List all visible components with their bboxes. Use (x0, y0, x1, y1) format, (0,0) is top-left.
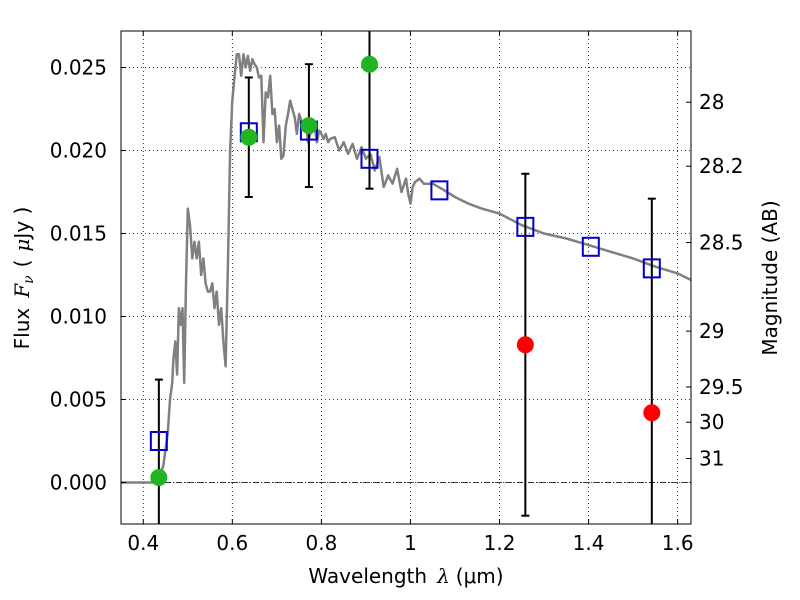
model-box-marker (516, 216, 535, 237)
model-photometry-boxes (149, 120, 661, 452)
grid (121, 31, 691, 524)
x-tick-label: 0.6 (216, 531, 248, 555)
x-axis-label: Wavelength λ (μm) (308, 564, 503, 588)
plot-background (121, 31, 691, 524)
detection-point (240, 128, 258, 146)
x-tick-label: 1.4 (573, 531, 605, 555)
sed-model-line (121, 52, 691, 484)
model-box-marker (581, 236, 600, 257)
y-tick-label: 0.000 (50, 471, 107, 495)
model-box-marker (360, 148, 379, 169)
y-tick-label: 0.015 (50, 222, 107, 246)
x-tick-label: 1.2 (484, 531, 516, 555)
x-tick-label: 1.6 (662, 531, 694, 555)
plot-area (121, 31, 691, 524)
observed-points (150, 55, 661, 487)
model-box-marker (149, 431, 168, 452)
x-tick-label: 0.4 (127, 531, 159, 555)
right-tick-label: 30 (699, 410, 724, 434)
y-tick-label: 0.020 (50, 139, 107, 163)
x-tick-label: 1 (404, 531, 417, 555)
right-tick-label: 29 (699, 319, 724, 343)
right-tick-label: 28 (699, 90, 724, 114)
plot-frame (120, 30, 692, 525)
model-box-marker (642, 258, 661, 279)
right-tick-label: 28.2 (699, 154, 744, 178)
model-box-marker (430, 180, 449, 201)
y-tick-label: 0.010 (50, 305, 107, 329)
right-tick-label: 31 (699, 447, 724, 471)
y-tick-label: 0.005 (50, 388, 107, 412)
detection-point (150, 469, 168, 487)
y-tick-label: 0.025 (50, 56, 107, 80)
upper-limit-point (643, 404, 661, 422)
right-tick-label: 29.5 (699, 375, 744, 399)
detection-point (300, 117, 318, 135)
y-axis-right-label: Magnitude (AB) (758, 200, 782, 355)
right-tick-label: 28.5 (699, 231, 744, 255)
x-tick-label: 0.8 (305, 531, 337, 555)
upper-limit-point (516, 336, 534, 354)
y-axis-label: FluxFν(μJy ) (10, 207, 37, 350)
x-axis: 0.4 0.6 0.8 1 1.2 1.4 1.6 (127, 31, 694, 555)
y-axis-right: 28 28.2 28.5 29 29.5 30 31 (686, 90, 744, 471)
detection-point (360, 55, 378, 73)
y-axis-left: 0.000 0.005 0.010 0.015 0.020 0.025 (50, 56, 126, 495)
